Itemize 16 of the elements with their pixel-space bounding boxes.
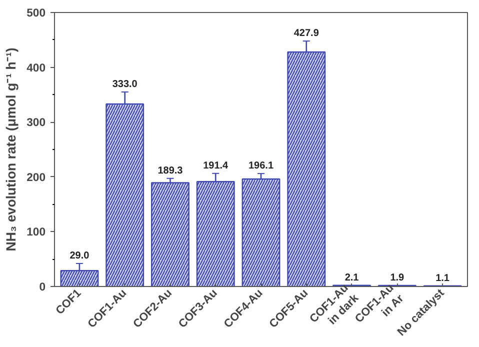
- data-label: 189.3: [158, 165, 184, 176]
- y-tick-label: 300: [26, 117, 46, 130]
- y-tick-label: 0: [39, 282, 46, 294]
- data-label: 191.4: [203, 160, 229, 172]
- y-tick-label: 200: [26, 172, 46, 184]
- data-label: 333.0: [112, 78, 138, 90]
- data-label: 427.9: [294, 28, 320, 40]
- y-axis-title: NH₃ evolution rate (μmol g⁻¹ h⁻¹): [4, 48, 19, 252]
- y-tick-label: 100: [26, 226, 46, 239]
- data-label: 2.1: [344, 272, 360, 284]
- data-label: 196.1: [248, 160, 274, 172]
- data-label: 1.9: [390, 272, 405, 284]
- data-label: 1.1: [436, 272, 450, 284]
- y-tick-label: 500: [26, 8, 46, 20]
- y-tick-label: 400: [26, 62, 46, 74]
- data-label: 29.0: [70, 250, 90, 262]
